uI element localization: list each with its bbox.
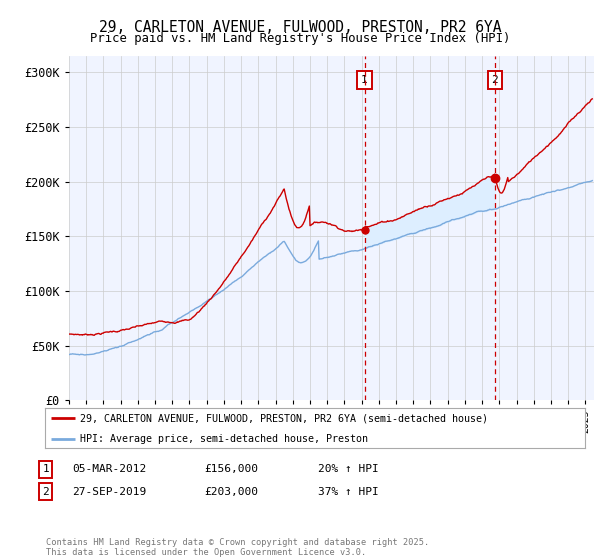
Text: 1: 1 bbox=[42, 464, 49, 474]
Text: 2: 2 bbox=[42, 487, 49, 497]
Text: 29, CARLETON AVENUE, FULWOOD, PRESTON, PR2 6YA (semi-detached house): 29, CARLETON AVENUE, FULWOOD, PRESTON, P… bbox=[80, 413, 488, 423]
Text: 1: 1 bbox=[361, 75, 368, 85]
Text: 2: 2 bbox=[491, 75, 498, 85]
Text: 05-MAR-2012: 05-MAR-2012 bbox=[72, 464, 146, 474]
Text: Contains HM Land Registry data © Crown copyright and database right 2025.
This d: Contains HM Land Registry data © Crown c… bbox=[46, 538, 429, 557]
Text: 37% ↑ HPI: 37% ↑ HPI bbox=[318, 487, 379, 497]
Text: 27-SEP-2019: 27-SEP-2019 bbox=[72, 487, 146, 497]
Text: 29, CARLETON AVENUE, FULWOOD, PRESTON, PR2 6YA: 29, CARLETON AVENUE, FULWOOD, PRESTON, P… bbox=[99, 20, 501, 35]
Text: 20% ↑ HPI: 20% ↑ HPI bbox=[318, 464, 379, 474]
Text: HPI: Average price, semi-detached house, Preston: HPI: Average price, semi-detached house,… bbox=[80, 434, 368, 444]
Text: Price paid vs. HM Land Registry's House Price Index (HPI): Price paid vs. HM Land Registry's House … bbox=[90, 32, 510, 45]
Text: £203,000: £203,000 bbox=[204, 487, 258, 497]
Text: £156,000: £156,000 bbox=[204, 464, 258, 474]
